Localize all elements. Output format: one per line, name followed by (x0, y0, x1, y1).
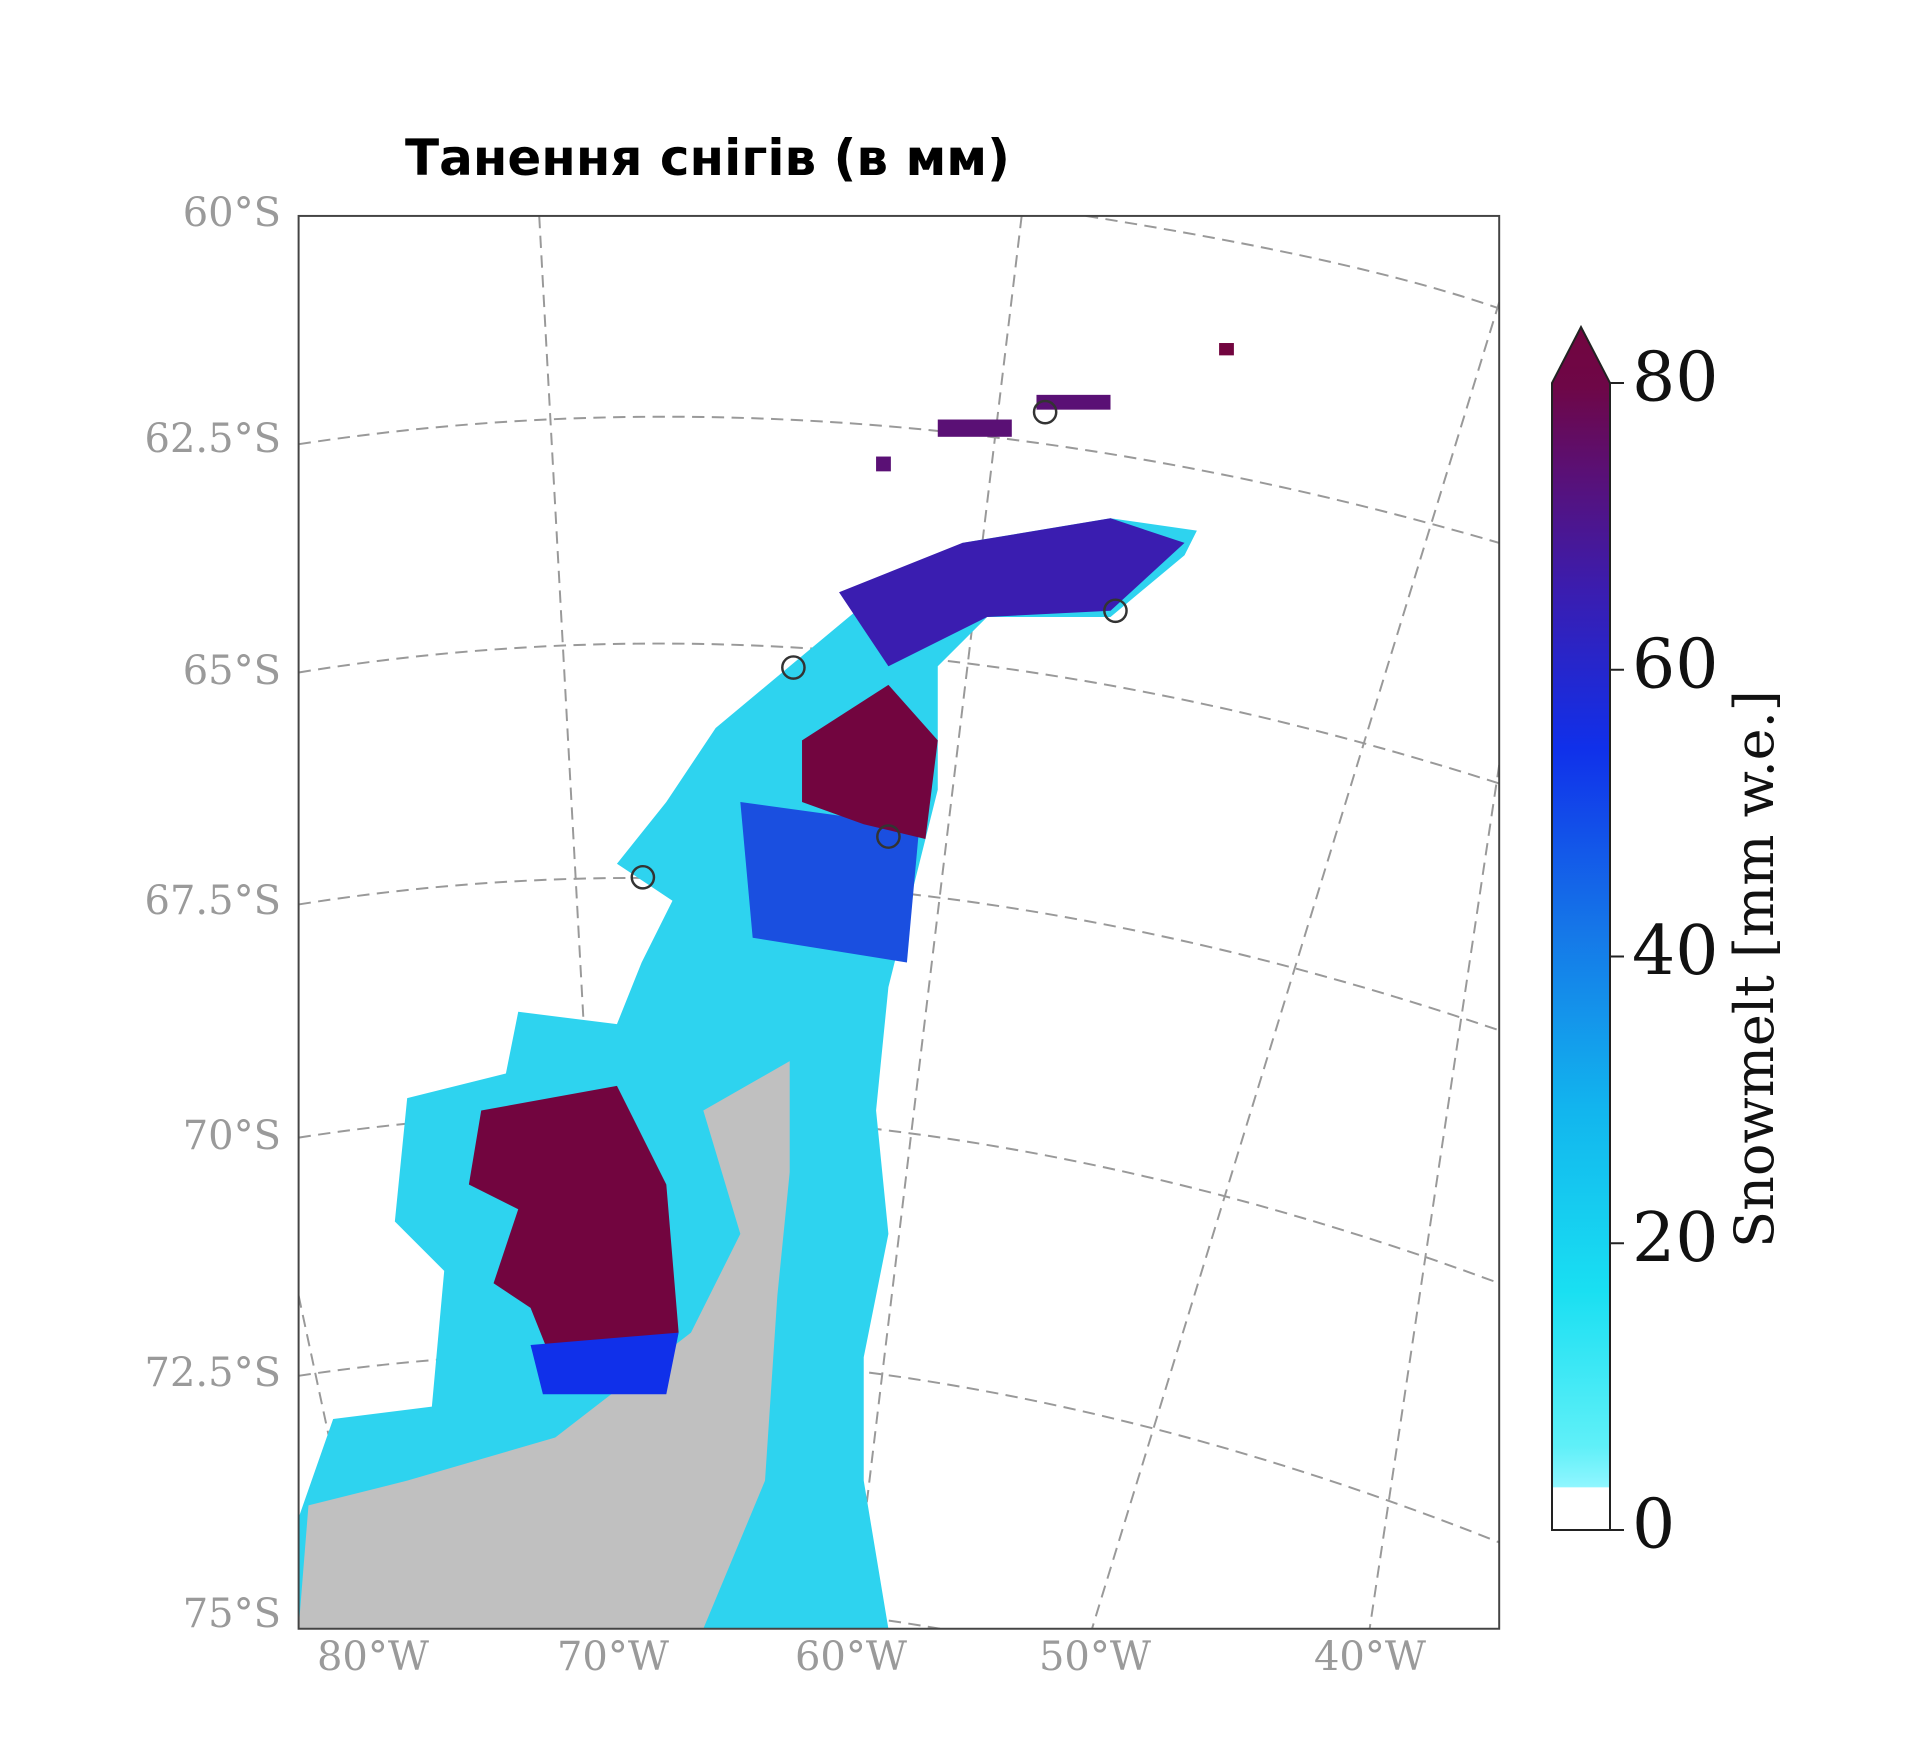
lat-label: 67.5°S (145, 878, 281, 924)
lat-label: 70°S (183, 1113, 281, 1159)
lon-label: 40°W (1314, 1634, 1426, 1680)
map (297, 214, 1501, 1630)
lon-label: 80°W (317, 1634, 429, 1680)
colorbar-label: Snowmelt [mm w.e.] (1723, 690, 1786, 1248)
colorbar-tick-label: 40 (1632, 912, 1719, 991)
colorbar-tick-label: 80 (1632, 339, 1719, 418)
lat-label: 72.5°S (145, 1350, 281, 1396)
lon-label: 70°W (557, 1634, 669, 1680)
lat-label: 60°S (183, 190, 281, 236)
lon-label: 50°W (1039, 1634, 1151, 1680)
lat-label: 65°S (183, 648, 281, 694)
colorbar-tick-label: 20 (1632, 1199, 1719, 1278)
lat-label: 75°S (183, 1591, 281, 1637)
lat-label: 62.5°S (145, 416, 281, 462)
lon-label: 60°W (795, 1634, 907, 1680)
colorbar-tick-label: 60 (1632, 625, 1719, 704)
colorbar-tick-label: 0 (1632, 1486, 1675, 1565)
title: Танення снігів (в мм) (405, 129, 1010, 187)
colorbar (1551, 324, 1611, 1531)
